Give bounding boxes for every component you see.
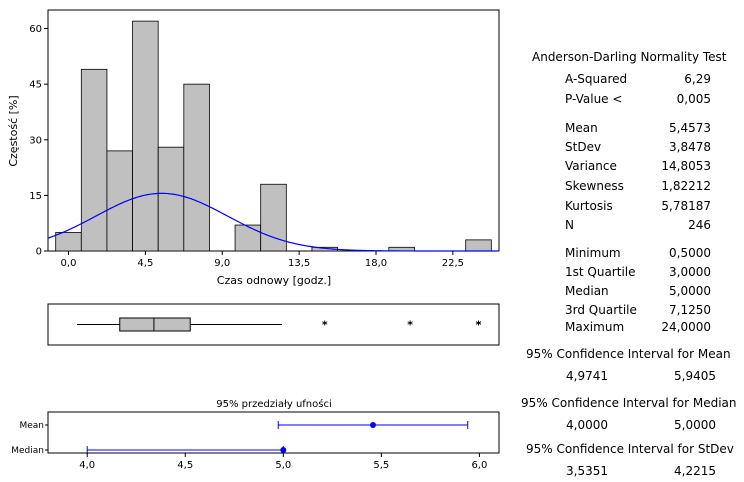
ci-stdev-low: 3,5351 [566, 464, 608, 478]
stat-label: Kurtosis [565, 199, 613, 213]
histogram-bar [183, 83, 210, 252]
stat-value: 5,0000 [669, 284, 711, 298]
y-tick-label: 15 [29, 191, 42, 202]
normality-test-title: Anderson-Darling Normality Test [532, 50, 727, 64]
ci-x-tick-label: 6,0 [471, 460, 487, 471]
ci-median-high: 5,0000 [674, 418, 716, 432]
confidence-interval-x-axis: 4,0 4,5 5,0 5,5 6,0 [79, 453, 487, 471]
ci-mean-low: 4,9741 [566, 369, 608, 383]
stat-value: 7,1250 [669, 303, 711, 317]
stat-label: Minimum [565, 246, 621, 260]
outlier-marker: * [407, 319, 413, 332]
ci-stdev-high: 4,2215 [674, 464, 716, 478]
stat-value: 1,82212 [661, 179, 711, 193]
confidence-interval-title: 95% przedziały ufności [216, 398, 332, 410]
stat-value: 5,78187 [661, 199, 711, 213]
stat-label: N [565, 218, 574, 232]
ci-mean-high: 5,9405 [674, 369, 716, 383]
histogram-bar [234, 224, 262, 252]
stat-value: 3,0000 [669, 265, 711, 279]
y-tick-label: 45 [29, 80, 42, 91]
confidence-interval-plot: Mean Median [11, 421, 469, 456]
stat-value: 6,29 [684, 72, 711, 86]
x-tick-label: 4,5 [137, 258, 153, 269]
stat-label: 3rd Quartile [565, 303, 637, 317]
stat-value: 24,0000 [661, 320, 711, 334]
ci-stdev-title: 95% Confidence Interval for StDev [526, 442, 734, 456]
y-tick-label: 30 [29, 135, 42, 146]
histogram-bar [132, 20, 159, 252]
histogram-x-label: Czas odnowy [godz.] [217, 274, 331, 287]
stat-label: 1st Quartile [565, 265, 636, 279]
histogram-bar [157, 146, 185, 252]
histogram-y-label: Częstość [%] [7, 95, 20, 166]
x-tick-label: 0,0 [61, 258, 77, 269]
histogram-y-axis: 0 15 30 45 60 [29, 24, 48, 258]
ci-mean-title: 95% Confidence Interval for Mean [526, 347, 731, 361]
stat-label: P-Value < [565, 92, 623, 106]
iqr-box [119, 317, 191, 332]
ci-x-tick-label: 5,5 [373, 460, 389, 471]
stat-label: Skewness [565, 179, 624, 193]
ci-x-tick-label: 5,0 [275, 460, 291, 471]
boxplot-frame [47, 303, 500, 346]
confidence-interval-frame [47, 411, 500, 454]
ci-median-low: 4,0000 [566, 418, 608, 432]
stat-label: Median [565, 284, 609, 298]
x-tick-label: 13,5 [288, 258, 310, 269]
x-tick-label: 18,0 [365, 258, 387, 269]
stat-label: Variance [565, 159, 617, 173]
stat-value: 3,8478 [669, 140, 711, 154]
stat-label: Mean [565, 121, 598, 135]
ci-median-title: 95% Confidence Interval for Median [521, 396, 737, 410]
histogram-bar [80, 68, 108, 252]
ci-point-estimate [369, 422, 376, 428]
stat-value: 0,005 [676, 92, 711, 106]
stat-label: Maximum [565, 320, 625, 334]
x-tick-label: 22,5 [442, 258, 464, 269]
stat-label: A-Squared [565, 72, 628, 86]
stat-value: 246 [688, 218, 711, 232]
outlier-marker: * [322, 319, 328, 332]
x-tick-label: 9,0 [214, 258, 230, 269]
y-tick-label: 0 [36, 247, 42, 258]
stat-value: 14,8053 [661, 159, 711, 173]
ci-x-tick-label: 4,5 [177, 460, 193, 471]
outlier-marker: * [476, 319, 482, 332]
ci-row-label: Mean [19, 421, 44, 431]
boxplot: * * ** [77, 317, 482, 332]
outlier-marker: * [476, 319, 482, 332]
y-tick-label: 60 [29, 24, 42, 35]
normal-curve [47, 192, 498, 252]
stat-label: StDev [565, 140, 602, 154]
ci-row-label: Median [11, 446, 44, 456]
ci-point-estimate [280, 447, 287, 453]
histogram-x-axis: 0,0 4,5 9,0 13,5 18,0 22,5 [61, 251, 464, 269]
stat-value: 0,5000 [669, 246, 711, 260]
stat-value: 5,4573 [669, 121, 711, 135]
ci-x-tick-label: 4,0 [79, 460, 95, 471]
